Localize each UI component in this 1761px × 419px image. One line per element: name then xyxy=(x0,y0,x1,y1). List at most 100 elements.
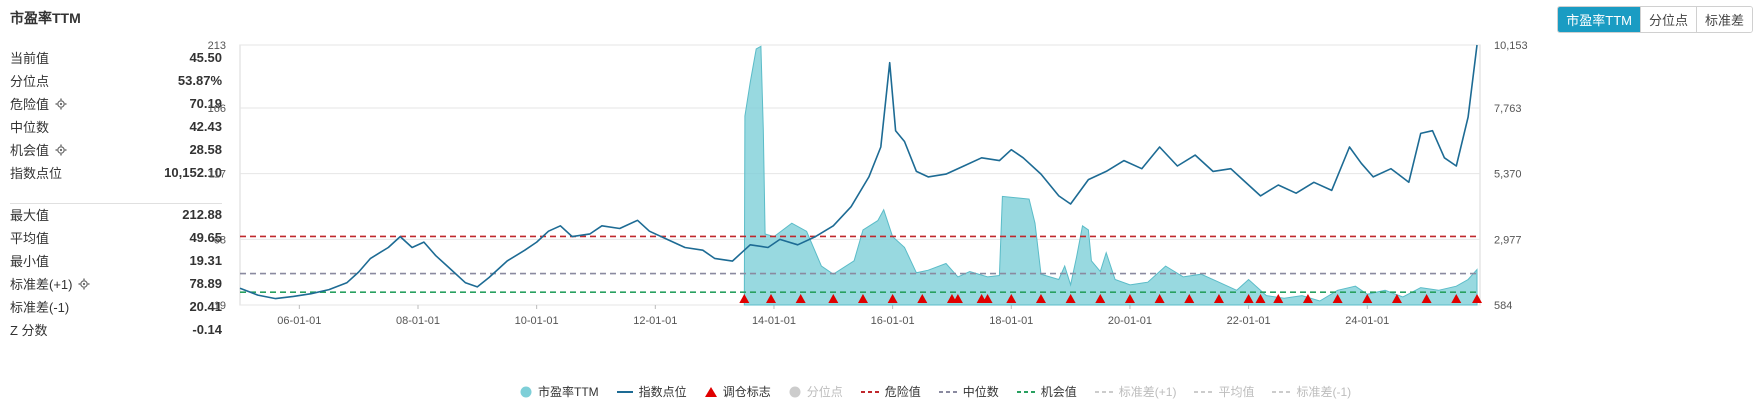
stat-label-text: 标准差(+1) xyxy=(10,277,73,292)
stats-divider xyxy=(10,203,222,204)
stat-label: 机会值 xyxy=(10,140,67,159)
legend-item[interactable]: 中位数 xyxy=(938,383,999,400)
y-right-tick-label: 2,977 xyxy=(1494,234,1522,246)
legend-label: 指数点位 xyxy=(638,385,687,399)
y-left-tick-label: 117 xyxy=(208,169,226,181)
stat-label-text: 中位数 xyxy=(10,120,50,135)
legend-dash-icon xyxy=(1272,390,1291,393)
legend-item[interactable]: 标准差(-1) xyxy=(1272,383,1351,400)
rebalance-marker xyxy=(952,294,963,303)
y-left-tick-label: 68 xyxy=(214,234,226,246)
stat-label-text: 平均值 xyxy=(10,231,50,246)
legend-item[interactable]: 平均值 xyxy=(1194,383,1254,400)
stat-row: 当前值 45.50 xyxy=(10,46,222,69)
legend-item[interactable]: 调仓标志 xyxy=(704,383,771,400)
toggle-std-dev-button[interactable]: 标准差 xyxy=(1695,7,1752,32)
rebalance-marker xyxy=(1472,294,1483,303)
x-tick-label: 06-01-01 xyxy=(277,315,321,327)
rebalance-marker xyxy=(1302,294,1313,303)
x-tick-label: 10-01-01 xyxy=(515,315,559,327)
x-tick-label: 18-01-01 xyxy=(989,315,1033,327)
legend-circle-icon xyxy=(789,386,801,397)
pe-ttm-area xyxy=(743,45,1478,306)
rebalance-marker xyxy=(1391,294,1402,303)
legend-circle-icon xyxy=(520,386,532,397)
toggle-percentile-button[interactable]: 分位点 xyxy=(1639,7,1696,32)
x-tick-label: 12-01-01 xyxy=(633,315,677,327)
stat-label: 标准差(-1) xyxy=(10,297,69,316)
stat-row: 分位点 53.87% xyxy=(10,69,222,92)
legend-dash-icon xyxy=(1094,390,1113,393)
stat-label-text: 标准差(-1) xyxy=(10,300,70,315)
stat-value: 53.87% xyxy=(177,73,222,88)
stat-label: 平均值 xyxy=(10,228,49,247)
stat-row: 平均值 49.65 xyxy=(10,226,222,249)
x-tick-label: 22-01-01 xyxy=(1227,315,1271,327)
page-title: 市盈率TTM xyxy=(10,10,81,26)
stat-label: 分位点 xyxy=(10,71,49,90)
rebalance-marker xyxy=(739,294,750,303)
stat-value: 19.31 xyxy=(189,253,222,268)
legend-item[interactable]: 市盈率TTM xyxy=(520,383,599,400)
legend-label: 调仓标志 xyxy=(722,385,771,399)
stat-label-text: Z 分数 xyxy=(10,323,48,338)
stat-value: 70.19 xyxy=(189,96,222,111)
rebalance-marker xyxy=(1124,294,1135,303)
rebalance-marker xyxy=(1273,294,1284,303)
legend-dash-icon xyxy=(938,390,957,393)
stat-value: 42.43 xyxy=(189,119,222,134)
index-line xyxy=(239,44,1478,300)
rebalance-marker xyxy=(857,294,868,303)
legend-line-icon xyxy=(616,390,633,393)
rebalance-marker xyxy=(1213,294,1224,303)
legend-item[interactable]: 标准差(+1) xyxy=(1094,383,1176,400)
rebalance-marker xyxy=(1362,294,1373,303)
chart-legend: 市盈率TTM 指数点位 调仓标志 分位点 危险值 中位数 机会值 标准差(+1) 平均值 标准差(… xyxy=(520,383,1351,400)
legend-item[interactable]: 指数点位 xyxy=(616,383,687,400)
rebalance-marker xyxy=(917,294,928,303)
y-left-tick-label: 213 xyxy=(208,40,226,52)
legend-dash-icon xyxy=(1016,390,1035,393)
toggle-pe-ttm-button[interactable]: 市盈率TTM xyxy=(1558,7,1640,32)
stat-row: 危险值 70.19 xyxy=(10,92,222,115)
stat-value: 28.58 xyxy=(189,142,222,157)
legend-item[interactable]: 机会值 xyxy=(1016,383,1077,400)
legend-item[interactable]: 危险值 xyxy=(860,383,921,400)
legend-label: 市盈率TTM xyxy=(538,385,599,399)
stat-label: 最小值 xyxy=(10,251,49,270)
stat-value: 45.50 xyxy=(189,50,222,65)
legend-item[interactable]: 分位点 xyxy=(789,383,843,400)
legend-dash-icon xyxy=(1194,390,1213,393)
gear-icon[interactable] xyxy=(55,144,67,156)
stat-row: 标准差(+1) 78.89 xyxy=(10,272,222,295)
stat-label-text: 最小值 xyxy=(10,254,50,269)
y-right-tick-label: 10,153 xyxy=(1494,40,1528,52)
stat-label: 指数点位 xyxy=(10,163,62,182)
x-tick-label: 16-01-01 xyxy=(871,315,915,327)
gear-icon[interactable] xyxy=(55,98,67,110)
stat-row: 指数点位 10,152.10 xyxy=(10,161,222,184)
rebalance-marker xyxy=(1421,294,1432,303)
x-tick-label: 08-01-01 xyxy=(396,315,440,327)
stat-value: 20.41 xyxy=(189,299,222,314)
rebalance-marker xyxy=(1154,294,1165,303)
stat-label: 最大值 xyxy=(10,205,49,224)
stat-label: 标准差(+1) xyxy=(10,274,90,293)
gear-icon[interactable] xyxy=(78,278,90,290)
rebalance-marker xyxy=(1006,294,1017,303)
legend-label: 机会值 xyxy=(1040,385,1077,399)
stat-row: 标准差(-1) 20.41 xyxy=(10,295,222,318)
stat-label-text: 机会值 xyxy=(10,143,50,158)
legend-dash-icon xyxy=(860,390,879,393)
legend-label: 标准差(-1) xyxy=(1296,385,1352,399)
rebalance-marker xyxy=(1451,294,1462,303)
legend-label: 平均值 xyxy=(1218,385,1255,399)
rebalance-marker xyxy=(1095,294,1106,303)
rebalance-marker xyxy=(887,294,898,303)
stat-label-text: 分位点 xyxy=(10,74,50,89)
stat-row: 机会值 28.58 xyxy=(10,138,222,161)
stat-row: 中位数 42.43 xyxy=(10,115,222,138)
stat-label: 当前值 xyxy=(10,48,49,67)
y-left-tick-label: 166 xyxy=(208,103,226,115)
y-right-tick-label: 584 xyxy=(1494,300,1512,312)
